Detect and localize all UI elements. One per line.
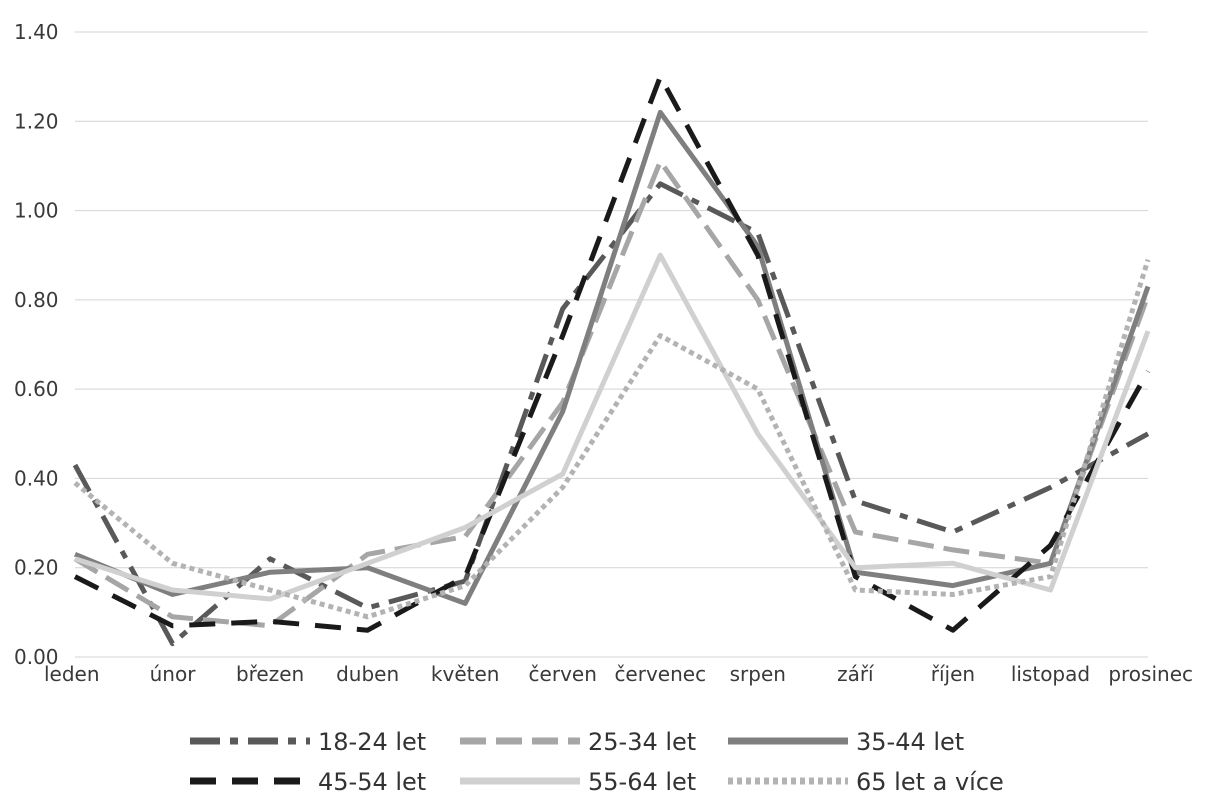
legend-label: 25-34 let xyxy=(588,728,696,756)
series-line-1 xyxy=(72,181,1150,647)
y-tick-label: 1.00 xyxy=(14,199,59,223)
y-tick-label: 0.40 xyxy=(14,466,59,490)
y-tick-label: 0.20 xyxy=(14,556,59,580)
y-tick-label: 1.40 xyxy=(14,20,59,44)
x-tick-label: květen xyxy=(431,662,500,686)
x-tick-label: duben xyxy=(336,662,399,686)
x-tick-label: březen xyxy=(236,662,304,686)
grid-lines xyxy=(75,31,1148,658)
series-line-3 xyxy=(74,109,1151,606)
legend-label: 65 let a více xyxy=(856,768,1004,796)
x-tick-label: červen xyxy=(529,662,597,686)
x-tick-label: červenec xyxy=(614,662,706,686)
series-line-5 xyxy=(74,252,1151,602)
x-tick-label: únor xyxy=(150,662,197,686)
y-axis-tick-labels: 0.00 0.20 0.40 0.60 0.80 1.00 1.20 1.40 xyxy=(14,20,59,669)
x-tick-label: leden xyxy=(44,662,100,686)
legend-label: 45-54 let xyxy=(318,768,426,796)
y-tick-label: 1.20 xyxy=(14,109,59,133)
x-tick-label: prosinec xyxy=(1108,662,1193,686)
x-axis-tick-labels: leden únor březen duben květen červen červenec… xyxy=(44,662,1193,686)
legend-label: 18-24 let xyxy=(318,728,426,756)
x-tick-label: září xyxy=(837,662,875,686)
legend-label: 35-44 let xyxy=(856,728,964,756)
x-tick-label: listopad xyxy=(1011,662,1090,686)
series-line-2 xyxy=(73,159,1151,629)
legend: 18-24 let 25-34 let 35-44 let 45-54 let 55-6… xyxy=(190,728,1004,796)
y-tick-label: 0.80 xyxy=(14,288,59,312)
y-tick-label: 0.00 xyxy=(14,645,59,669)
series-line-6 xyxy=(73,258,1151,620)
legend-label: 55-64 let xyxy=(588,768,696,796)
y-tick-label: 0.60 xyxy=(14,377,59,401)
x-tick-label: srpen xyxy=(730,662,786,686)
series-lines xyxy=(72,74,1151,647)
series-line-4 xyxy=(73,74,1151,633)
x-tick-label: říjen xyxy=(931,662,975,686)
